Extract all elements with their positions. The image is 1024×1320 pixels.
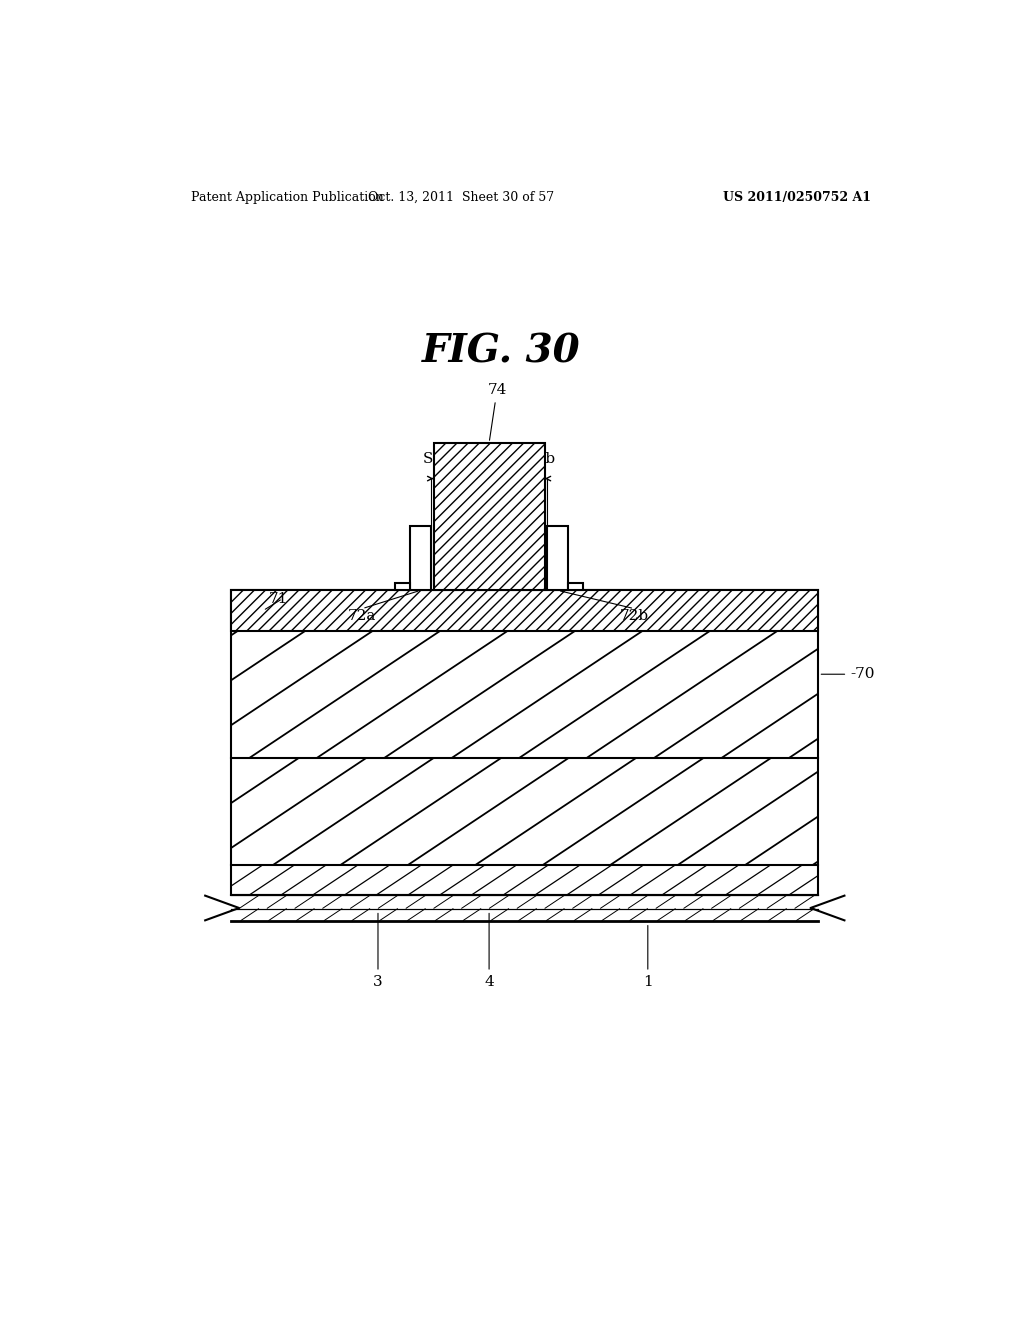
Text: -70: -70 [821,667,874,681]
Bar [395,583,410,590]
Text: 72a: 72a [348,609,376,623]
Text: US 2011/0250752 A1: US 2011/0250752 A1 [723,190,871,203]
Text: 1: 1 [643,925,652,989]
Text: 71: 71 [269,591,289,606]
Bar [410,527,431,590]
Text: 4: 4 [484,913,494,989]
Text: FIG. 30: FIG. 30 [422,333,581,371]
Text: Sb: Sb [536,453,556,466]
Bar [568,583,583,590]
Text: 74: 74 [487,383,507,441]
Bar [547,527,568,590]
Bar [231,590,818,631]
Text: 72b: 72b [620,609,649,623]
Text: Oct. 13, 2011  Sheet 30 of 57: Oct. 13, 2011 Sheet 30 of 57 [369,190,554,203]
Text: Sa: Sa [423,453,442,466]
Bar [231,590,818,895]
Text: Patent Application Publication: Patent Application Publication [191,190,384,203]
Text: 3: 3 [373,913,383,989]
Bar [433,444,545,590]
